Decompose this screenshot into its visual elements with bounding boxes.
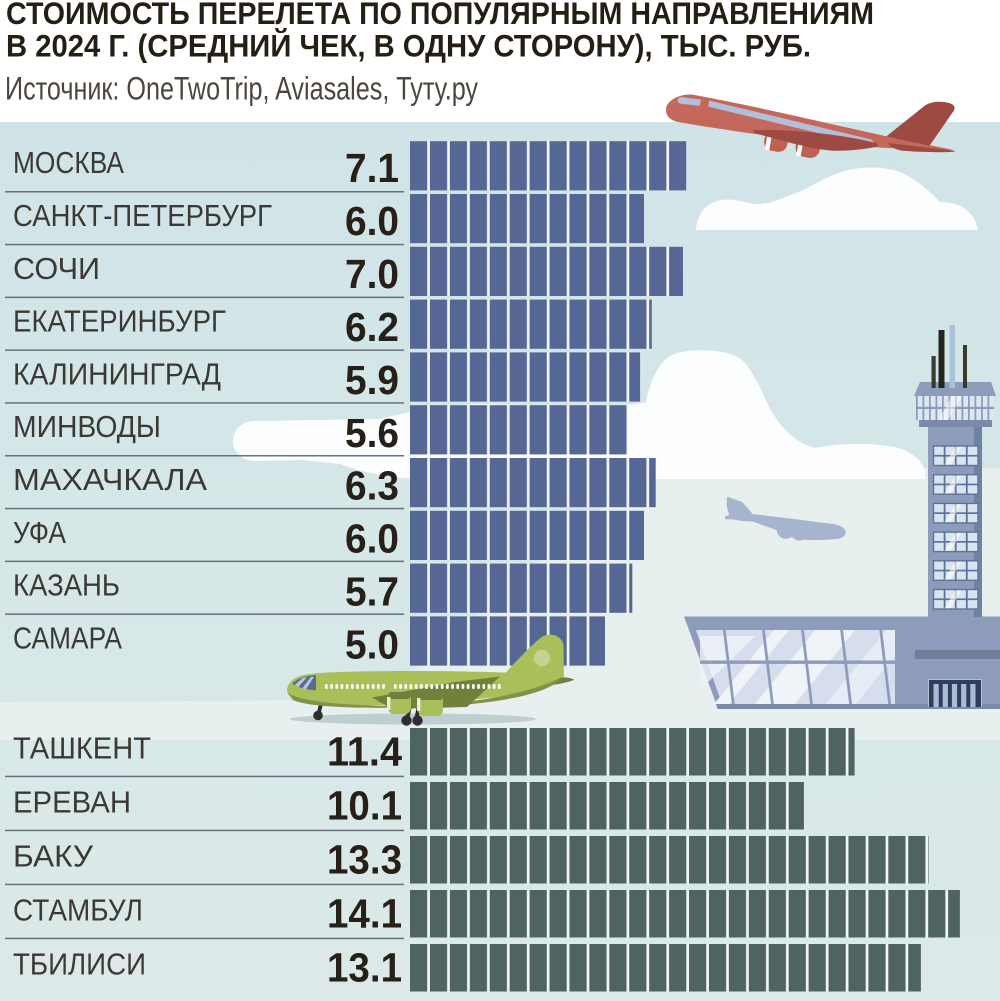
svg-text:УФА: УФА — [13, 515, 66, 550]
svg-text:7.1: 7.1 — [345, 145, 399, 191]
svg-text:СТОИМОСТЬ ПЕРЕЛЕТА ПО ПОПУЛЯРН: СТОИМОСТЬ ПЕРЕЛЕТА ПО ПОПУЛЯРНЫМ НАПРАВЛ… — [6, 0, 874, 31]
svg-text:ЕКАТЕРИНБУРГ: ЕКАТЕРИНБУРГ — [13, 304, 226, 339]
svg-text:МАХАЧКАЛА: МАХАЧКАЛА — [13, 462, 207, 497]
svg-text:КАЛИНИНГРАД: КАЛИНИНГРАД — [13, 356, 221, 391]
svg-text:СТАМБУЛ: СТАМБУЛ — [13, 892, 143, 927]
svg-text:САНКТ-ПЕТЕРБУРГ: САНКТ-ПЕТЕРБУРГ — [13, 198, 272, 233]
svg-text:14.1: 14.1 — [327, 890, 402, 936]
svg-text:МИНВОДЫ: МИНВОДЫ — [13, 409, 161, 444]
svg-text:СОЧИ: СОЧИ — [13, 251, 100, 286]
svg-text:МОСКВА: МОСКВА — [13, 145, 124, 180]
svg-text:6.2: 6.2 — [345, 304, 399, 350]
svg-text:5.9: 5.9 — [345, 357, 399, 403]
svg-text:13.1: 13.1 — [327, 944, 402, 990]
svg-text:ЕРЕВАН: ЕРЕВАН — [13, 784, 131, 819]
svg-text:6.0: 6.0 — [345, 516, 399, 562]
svg-text:5.6: 5.6 — [345, 410, 399, 456]
svg-text:5.0: 5.0 — [345, 622, 399, 668]
svg-text:5.7: 5.7 — [345, 569, 399, 615]
svg-text:6.0: 6.0 — [345, 198, 399, 244]
svg-text:7.0: 7.0 — [345, 251, 399, 297]
svg-text:КАЗАНЬ: КАЗАНЬ — [13, 568, 120, 603]
svg-text:БАКУ: БАКУ — [13, 838, 93, 873]
svg-text:В 2024 Г. (СРЕДНИЙ ЧЕК, В ОДНУ: В 2024 Г. (СРЕДНИЙ ЧЕК, В ОДНУ СТОРОНУ),… — [6, 28, 811, 64]
svg-text:Источник: OneTwoTrip, Aviasale: Источник: OneTwoTrip, Aviasales, Туту.ру — [5, 71, 479, 107]
svg-text:ТБИЛИСИ: ТБИЛИСИ — [13, 946, 146, 981]
svg-text:ТАШКЕНТ: ТАШКЕНТ — [13, 730, 151, 765]
svg-text:11.4: 11.4 — [327, 728, 402, 774]
svg-text:10.1: 10.1 — [327, 782, 402, 828]
svg-text:13.3: 13.3 — [327, 836, 402, 882]
svg-text:САМАРА: САМАРА — [13, 620, 122, 655]
svg-text:6.3: 6.3 — [345, 463, 399, 509]
